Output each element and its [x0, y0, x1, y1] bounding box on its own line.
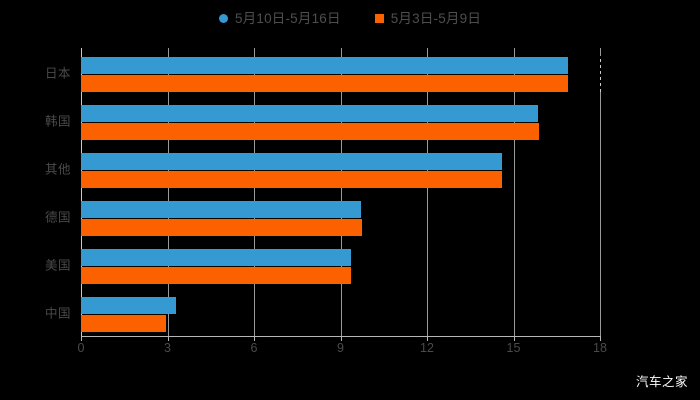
bar-其他-series-2[interactable]: [81, 170, 502, 188]
y-axis-label-美国: 美国: [44, 258, 71, 273]
bar-group-其他: [81, 152, 600, 188]
bar-group-德国: [81, 200, 600, 236]
x-tick-15: [513, 336, 515, 341]
bar-韩国-series-1[interactable]: [81, 104, 538, 122]
bar-group-日本: [81, 56, 600, 92]
y-axis-category-labels: 日本韩国其他德国美国中国: [0, 48, 71, 336]
legend-label-series-2: 5月3日-5月9日: [390, 11, 482, 26]
x-tick-label-18: 18: [593, 341, 607, 355]
bar-日本-series-2[interactable]: [81, 74, 569, 92]
y-axis-label-德国: 德国: [44, 210, 71, 225]
x-tick-label-3: 3: [164, 341, 171, 355]
gridline-9: [340, 48, 342, 336]
bar-韩国-series-2[interactable]: [81, 122, 540, 140]
y-axis-label-中国: 中国: [44, 306, 71, 321]
dashed-gridline-segment: [600, 56, 601, 92]
legend-item-series-2[interactable]: 5月3日-5月9日: [374, 11, 482, 26]
bar-日本-series-1[interactable]: [81, 56, 569, 74]
gridline-18: [600, 48, 601, 336]
y-axis-label-其他: 其他: [44, 162, 71, 177]
x-tick-12: [427, 336, 428, 341]
x-tick-0: [81, 336, 82, 341]
x-tick-label-6: 6: [250, 341, 258, 355]
watermark: 汽车之家: [635, 375, 688, 389]
bar-中国-series-2[interactable]: [81, 314, 167, 332]
x-tick-label-9: 9: [337, 341, 344, 355]
x-tick-6: [254, 336, 255, 341]
bar-美国-series-1[interactable]: [81, 248, 351, 266]
x-tick-label-0: 0: [77, 341, 85, 355]
plot-area: [81, 48, 601, 336]
bar-中国-series-1[interactable]: [81, 296, 177, 314]
gridline-12: [427, 48, 428, 336]
x-tick-9: [340, 336, 342, 341]
y-axis-label-日本: 日本: [44, 66, 71, 81]
bar-美国-series-2[interactable]: [81, 266, 351, 284]
gridline-15: [513, 48, 515, 336]
x-tick-label-15: 15: [506, 341, 521, 355]
bar-德国-series-1[interactable]: [81, 200, 361, 218]
gridline-3: [167, 48, 169, 336]
bar-group-美国: [81, 248, 600, 284]
y-axis-label-韩国: 韩国: [44, 114, 71, 129]
gridline-6: [254, 48, 255, 336]
legend-swatch-square-icon: [374, 14, 384, 24]
legend-label-series-1: 5月10日-5月16日: [234, 11, 341, 26]
bar-其他-series-1[interactable]: [81, 152, 502, 170]
legend-item-series-1[interactable]: 5月10日-5月16日: [218, 11, 341, 26]
gridline-0: [81, 48, 82, 336]
x-tick-18: [600, 336, 601, 341]
x-tick-3: [167, 336, 169, 341]
bar-德国-series-2[interactable]: [81, 218, 363, 236]
bar-group-中国: [81, 296, 600, 332]
bar-group-韩国: [81, 104, 600, 140]
chart-legend: 5月10日-5月16日 5月3日-5月9日: [0, 12, 700, 26]
x-tick-label-12: 12: [420, 341, 434, 355]
legend-swatch-circle-icon: [218, 14, 228, 24]
